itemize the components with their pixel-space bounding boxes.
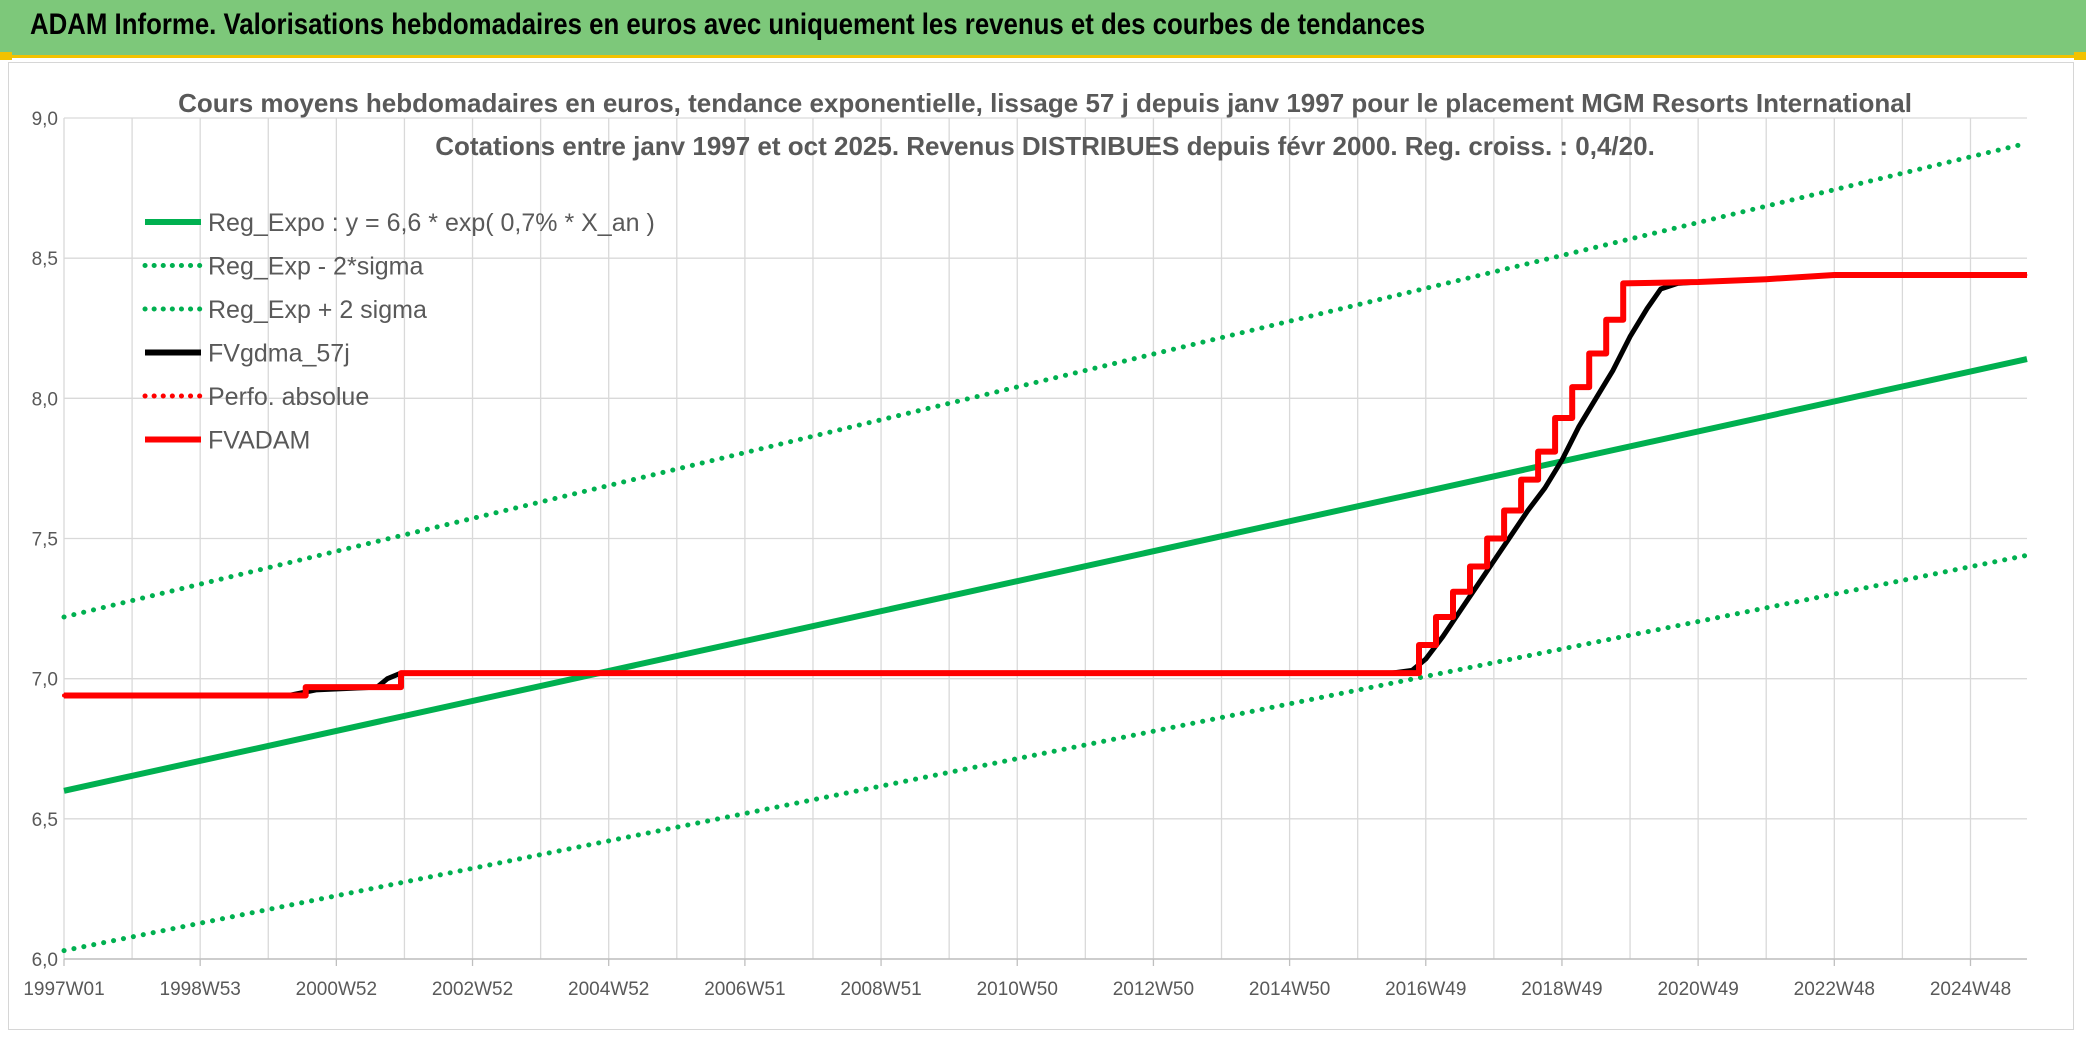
x-tick-label: 2014W50 (1249, 979, 1330, 1000)
grid (63, 117, 2027, 960)
x-tick-label: 2020W49 (1657, 979, 1738, 1000)
x-tick-label: 2024W48 (1930, 979, 2011, 1000)
chart-subtitle: Cotations entre janv 1997 et oct 2025. R… (435, 131, 1655, 161)
x-tick-label: 2004W52 (568, 979, 649, 1000)
legend-label: Perfo. absolue (208, 383, 369, 411)
x-tick-label: 2010W50 (977, 979, 1058, 1000)
y-tick-label: 6,5 (32, 810, 58, 831)
series-line-fvgdma-57j (64, 272, 2027, 698)
y-tick-label: 9,0 (32, 109, 58, 130)
x-tick-label: 2016W49 (1385, 979, 1466, 1000)
y-tick-label: 7,5 (32, 530, 58, 551)
chart-frame (8, 62, 2074, 1030)
x-tick-label: 1998W53 (160, 979, 241, 1000)
corner-accent-left (0, 52, 12, 60)
legend-label: Reg_Exp + 2 sigma (208, 296, 427, 324)
legend-label: FVgdma_57j (208, 340, 350, 368)
series-line-reg-exp-2-sigma (61, 140, 2030, 620)
y-tick-label: 8,0 (32, 389, 58, 410)
page-title: ADAM Informe. Valorisations hebdomadaire… (30, 8, 1426, 41)
x-tick-label: 2000W52 (296, 979, 377, 1000)
chart-title: Cours moyens hebdomadaires en euros, ten… (178, 88, 1912, 118)
series-line-fvadam (64, 272, 2027, 699)
x-tick-label: 2008W51 (840, 979, 921, 1000)
series-line-perfo-absolue (62, 273, 2029, 698)
y-tick-label: 7,0 (32, 670, 58, 691)
legend: Reg_Expo : y = 6,6 * exp( 0,7% * X_an ) R… (142, 209, 655, 455)
x-tick-label: 2006W51 (704, 979, 785, 1000)
series-lines (61, 140, 2030, 954)
x-tick-label: 2022W48 (1794, 979, 1875, 1000)
x-tick-label: 2002W52 (432, 979, 513, 1000)
legend-label: FVADAM (208, 427, 310, 455)
y-tick-label: 6,0 (32, 950, 58, 971)
x-tick-label: 2018W49 (1521, 979, 1602, 1000)
header-bar: ADAM Informe. Valorisations hebdomadaire… (0, 0, 2086, 58)
x-tick-label: 2012W50 (1113, 979, 1194, 1000)
y-tick-label: 8,5 (32, 249, 58, 270)
series-line-reg-exp-2-sigma (61, 552, 2030, 954)
series-line-reg-expo-y-6-6-exp-0-7-x-an (63, 356, 2028, 794)
legend-label: Reg_Expo : y = 6,6 * exp( 0,7% * X_an ) (208, 209, 655, 237)
x-tick-label: 1997W01 (23, 979, 104, 1000)
corner-accent-right (2074, 52, 2086, 60)
legend-label: Reg_Exp - 2*sigma (208, 253, 423, 281)
axes: 6,0 6,5 7,0 7,5 8,0 8,5 9,0 1997W01 1998W53 2000W… (23, 109, 2027, 1000)
